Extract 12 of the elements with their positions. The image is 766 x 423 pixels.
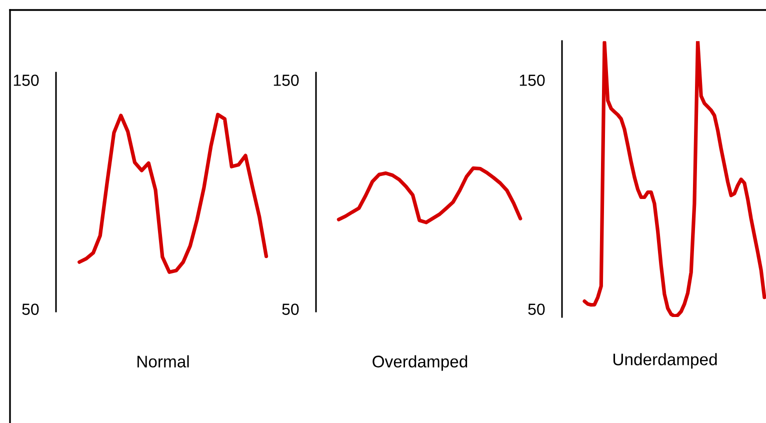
line-series [336,166,522,224]
x-axis-title: Underdamped [613,353,717,369]
y-tick-label: 150 [520,74,545,86]
y-tick-label: 50 [282,304,299,315]
line-series [582,41,766,318]
y-tick-label: 50 [22,304,39,315]
x-axis-title: Normal [138,355,189,368]
x-axis-title: Overdamped [372,355,468,371]
y-tick-label: 150 [14,74,39,86]
line-series [78,112,268,274]
y-tick-label: 50 [528,304,545,315]
y-tick-label: 150 [274,74,299,86]
